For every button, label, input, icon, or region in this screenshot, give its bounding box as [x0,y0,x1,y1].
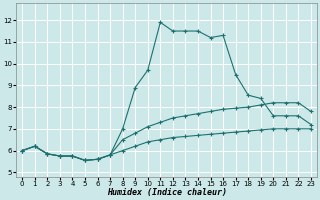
X-axis label: Humidex (Indice chaleur): Humidex (Indice chaleur) [107,188,227,197]
